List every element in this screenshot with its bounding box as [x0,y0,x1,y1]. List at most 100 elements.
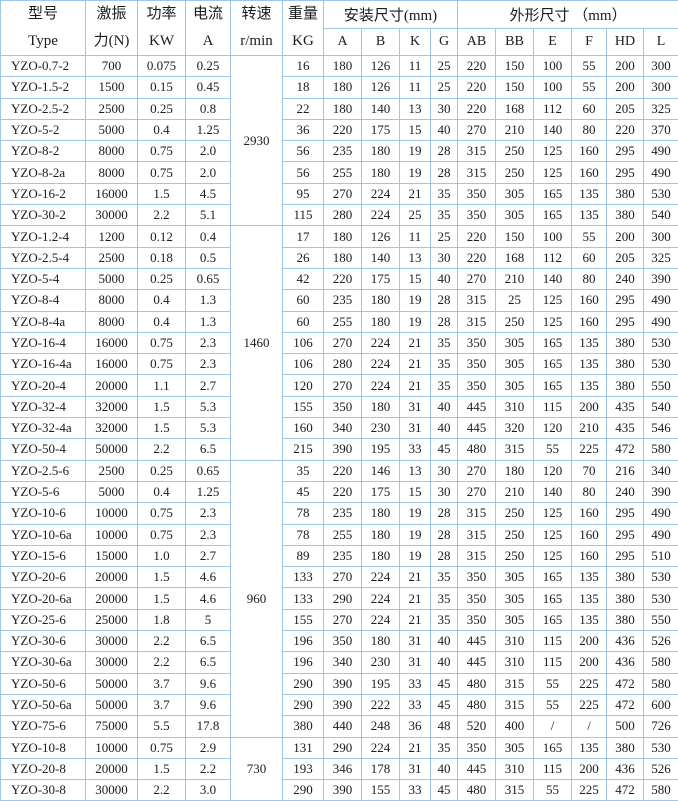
value-cell: 315 [457,310,497,333]
table-row: YZO-10-6a 10000 0.75 2.3 78 255 180 19 28 315 250 1… [0,523,678,546]
value-cell: 0.75 [137,331,186,355]
value-cell: 180 [323,76,362,99]
value-cell: 36 [399,715,431,738]
value-cell: 120 [533,459,573,482]
value-cell: 445 [457,630,497,653]
type-cell: YZO-8-4 [0,289,86,312]
value-cell: 180 [361,310,400,333]
type-cell: YZO-2.5-4 [0,246,86,269]
value-cell: 350 [457,587,497,610]
value-cell: 490 [643,310,678,333]
value-cell: 140 [361,246,400,269]
value-cell: 155 [282,608,324,632]
value-cell: 70 [571,459,608,482]
value-cell: 380 [606,587,645,610]
value-cell: 290 [323,736,362,759]
value-cell: 175 [361,267,400,291]
value-cell: 580 [643,438,678,461]
value-cell: 370 [643,118,678,142]
value-cell: 2.2 [137,779,186,801]
value-cell: 35 [429,736,459,759]
type-cell: YZO-10-6 [0,502,86,525]
value-cell: 55 [533,779,573,801]
value-cell: 240 [606,480,645,504]
value-cell: 155 [361,779,400,801]
header-dim-a: A [323,27,362,56]
value-cell: 125 [533,161,573,184]
header-dim-b: B [361,27,400,56]
header-dim-hd: HD [606,27,645,56]
value-cell: 35 [429,353,459,376]
header-install-group: 安装尺寸(mm) [322,0,459,29]
value-cell: 175 [361,118,400,142]
value-cell: 126 [361,54,400,78]
value-cell: 196 [282,630,324,653]
value-cell: 580 [643,672,678,695]
value-cell: 225 [571,779,608,801]
value-cell: 290 [323,587,362,610]
header-power-line2: KW [149,33,174,49]
value-cell: 315 [457,140,497,163]
value-cell: 55 [571,54,608,78]
value-cell: 1.5 [137,566,186,589]
value-cell: 150 [495,225,535,248]
value-cell: 235 [323,289,362,312]
value-cell: 11 [399,225,431,248]
value-cell: 255 [323,161,362,184]
value-cell: 168 [495,246,535,269]
value-cell: 35 [429,566,459,589]
value-cell: 115 [533,395,573,419]
value-cell: 2500 [85,246,138,269]
value-cell: 225 [571,438,608,461]
type-cell: YZO-8-4a [0,310,86,333]
value-cell: 19 [399,502,431,525]
value-cell: 18 [282,76,324,99]
value-cell: 305 [495,374,535,397]
value-cell: 472 [606,438,645,461]
value-cell: 210 [571,417,608,440]
value-cell: 270 [323,182,362,206]
value-cell: 50000 [85,693,138,717]
value-cell: 115 [282,204,324,227]
type-cell: YZO-20-8 [0,757,86,781]
value-cell: 125 [533,523,573,546]
value-cell: 200 [571,757,608,781]
value-cell: 0.75 [137,736,186,759]
value-cell: 2500 [85,459,138,482]
type-cell: YZO-50-6 [0,672,86,695]
table-row: YZO-8-4a 8000 0.4 1.3 60 255 180 19 28 315 250 125 1… [0,310,678,333]
value-cell: 540 [643,395,678,419]
value-cell: 200 [606,76,645,99]
value-cell: 215 [282,438,324,461]
value-cell: 0.65 [185,267,231,291]
value-cell: 8000 [85,310,138,333]
type-cell: YZO-2.5-6 [0,459,86,482]
header-dim-g: G [429,27,459,56]
value-cell: 480 [457,693,497,717]
value-cell: 325 [643,246,678,269]
value-cell: 135 [571,587,608,610]
table-row: YZO-16-2 16000 1.5 4.5 95 270 224 21 35 350 305 165… [0,182,678,206]
value-cell: 45 [429,693,459,717]
value-cell: 20000 [85,566,138,589]
value-cell: 135 [571,736,608,759]
value-cell: 295 [606,310,645,333]
value-cell: 270 [457,480,497,504]
value-cell: 60 [571,246,608,269]
value-cell: 224 [361,353,400,376]
value-cell: 435 [606,417,645,440]
value-cell: 146 [361,459,400,482]
value-cell: 350 [457,353,497,376]
value-cell: 310 [495,651,535,674]
value-cell: 224 [361,566,400,589]
value-cell: 380 [606,182,645,206]
value-cell: 1.8 [137,608,186,632]
value-cell: 530 [643,566,678,589]
type-cell: YZO-16-4a [0,353,86,376]
value-cell: 35 [429,608,459,632]
value-cell: 520 [457,715,497,738]
value-cell: 125 [533,140,573,163]
value-cell: 55 [533,693,573,717]
table-body: YZO-0.7-2 700 0.075 0.25 2930 16 180 126 11 25 220… [0,54,678,801]
